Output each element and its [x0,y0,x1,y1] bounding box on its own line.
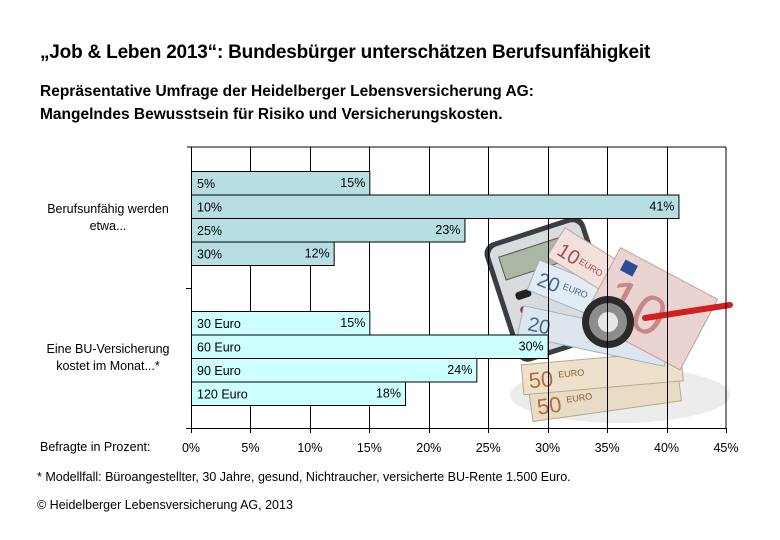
money-calculator-stethoscope-illustration: 50 EURO 50 EURO 20 20 EURO 10 EURO [484,216,733,423]
bar-category-label: 30% [197,248,222,262]
bar-value-label: 23% [435,223,460,237]
x-tick-label: 45% [713,441,738,455]
group-label-insurance-cost: Eine BU-Versicherung kostet im Monat...* [33,341,183,375]
bar [191,218,466,243]
note-50-label-1: 50 [528,366,555,393]
x-tick-label: 10% [297,441,322,455]
copyright: © Heidelberger Lebensversicherung AG, 20… [37,498,293,512]
bar-value-label: 41% [649,200,674,214]
bar-value-label: 15% [340,176,365,190]
x-tick-label: 5% [241,441,259,455]
group-label-line1: Eine BU-Versicherung [46,342,170,356]
bar-value-label: 12% [305,247,330,261]
bar-category-label: 90 Euro [197,364,241,378]
chart-subtitle-line2: Mangelndes Bewusstsein für Risiko und Ve… [40,106,503,123]
bars: 5% 15% 10% 41% 25% 23% 30% 12% 30 Euro 15% 60 Euro… [191,171,680,406]
bar-value-label: 30% [519,340,544,354]
group-label-line2: kostet im Monat...* [56,359,160,373]
group-label-line1: Berufsunfähig werden [47,202,169,216]
group-label-disability: Berufsunfähig werden etwa... [33,201,183,235]
bar-category-label: 5% [197,177,215,191]
note-50-label-2: 50 [535,392,563,420]
chart-subtitle-line1: Repräsentative Umfrage der Heidelberger … [40,83,534,100]
x-axis-title: Befragte in Prozent: [40,440,151,454]
bar [191,194,680,219]
bar [191,334,549,359]
x-tick-label: 20% [416,441,441,455]
bar-category-label: 120 Euro [197,388,248,402]
x-tick-label: 25% [476,441,501,455]
bar-value-label: 15% [340,316,365,330]
bar-value-label: 24% [447,363,472,377]
bar-category-label: 25% [197,224,222,238]
x-tick-label: 0% [182,441,200,455]
note-currency-label: EURO [566,391,593,405]
x-tick-label: 40% [654,441,679,455]
x-tick-label: 30% [535,441,560,455]
x-tick-label: 35% [595,441,620,455]
bar-category-label: 30 Euro [197,317,241,331]
axes: 0% 5% 10% 15% 20% 25% 30% 35% 40% 45% [182,147,739,455]
bar-category-label: 10% [197,201,222,215]
bar-category-label: 60 Euro [197,341,241,355]
note-currency-label: EURO [558,367,585,379]
chart-title: „Job & Leben 2013“: Bundesbürger untersc… [40,42,651,63]
group-label-line2: etwa... [89,219,127,233]
euro-banknotes-icon: 50 EURO 50 EURO 20 20 EURO 10 EURO [516,227,719,423]
footnote: * Modellfall: Büroangestellter, 30 Jahre… [37,470,571,484]
x-tick-label: 15% [357,441,382,455]
bar-value-label: 18% [376,387,401,401]
